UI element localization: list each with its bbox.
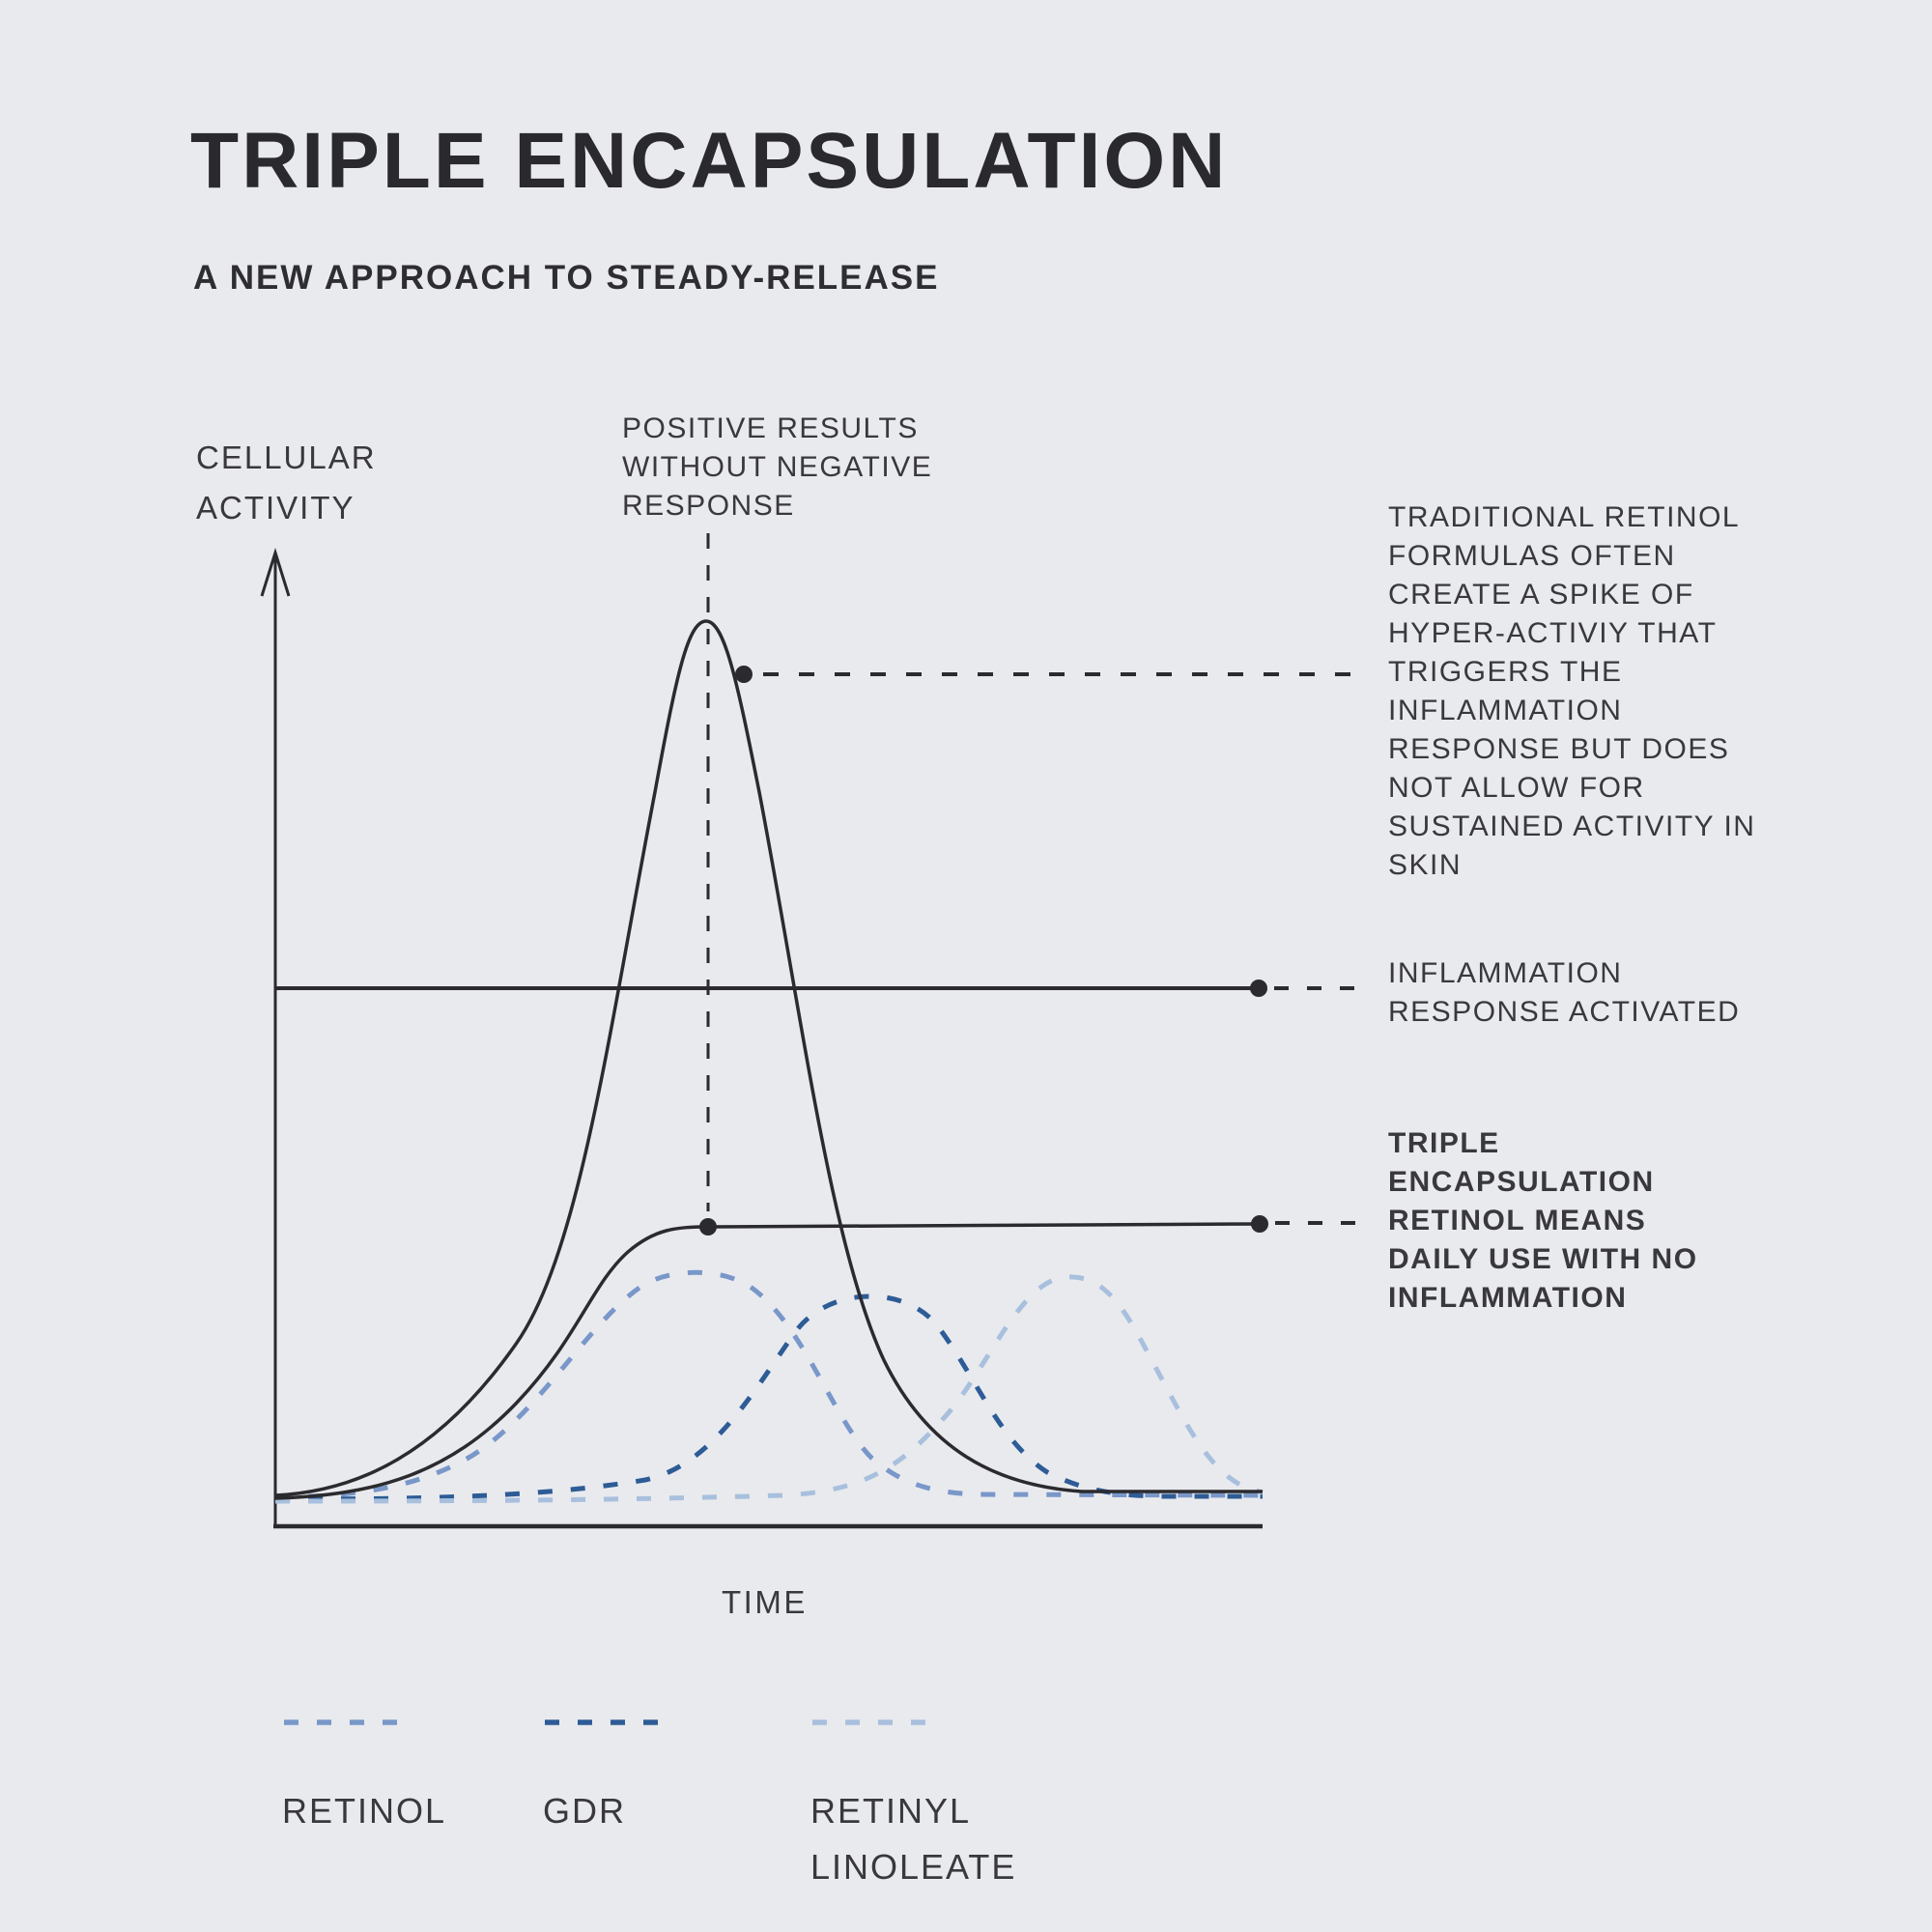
legend-swatch-gdr <box>545 1719 662 1725</box>
positive-results-guide <box>699 533 717 1236</box>
annotation-triple-encapsulation: TRIPLE ENCAPSULATION RETINOL MEANS DAILY… <box>1388 1127 1698 1314</box>
y-axis-label: CELLULAR ACTIVITY <box>196 440 377 526</box>
y-axis-arrow-icon <box>260 547 291 597</box>
peak-annotation: POSITIVE RESULTS WITHOUT NEGATIVE RESPON… <box>622 412 933 522</box>
curve-retinyl-linoleate <box>274 1274 1264 1504</box>
spike-dot <box>735 666 753 683</box>
plateau-guide-dot <box>699 1218 717 1236</box>
spike-callout <box>735 666 1357 683</box>
legend-swatch-retinol <box>284 1719 401 1725</box>
curve-gdr <box>274 1293 1263 1502</box>
legend-item-retinyl-linoleate: RETINYL LINOLEATE <box>810 1710 1016 1895</box>
annotation-traditional-retinol: TRADITIONAL RETINOL FORMULAS OFTEN CREAT… <box>1388 501 1756 881</box>
legend-label-retinyl-linoleate: RETINYL LINOLEATE <box>810 1791 1017 1887</box>
legend-item-retinol: RETINOL <box>282 1710 446 1839</box>
page-subtitle: A NEW APPROACH TO STEADY-RELEASE <box>193 259 940 297</box>
legend-label-retinol: RETINOL <box>282 1791 447 1831</box>
curve-traditional-spike <box>274 619 1263 1497</box>
legend-item-gdr: GDR <box>543 1710 664 1839</box>
plateau-endpoint-dot <box>1251 1215 1268 1233</box>
threshold-endpoint-dot <box>1250 980 1267 997</box>
annotation-inflammation-response: INFLAMMATION RESPONSE ACTIVATED <box>1388 957 1741 1028</box>
curve-retinol <box>274 1269 1264 1500</box>
legend-label-gdr: GDR <box>543 1791 626 1831</box>
inflammation-threshold <box>275 980 1356 997</box>
plateau-callout <box>1251 1215 1356 1233</box>
curve-triple-encapsulation <box>274 1222 1261 1500</box>
legend-swatch-retinyl-linoleate <box>812 1719 929 1725</box>
page-title: TRIPLE ENCAPSULATION <box>190 117 1229 205</box>
axes <box>260 547 1263 1529</box>
x-axis-label: TIME <box>722 1584 808 1620</box>
legend: RETINOL GDR RETINYL LINOLEATE <box>0 1710 1932 1922</box>
